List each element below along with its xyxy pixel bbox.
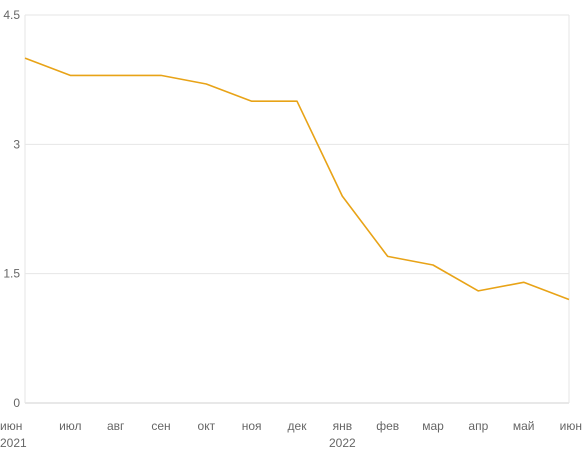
series-line [24,57,570,301]
x-tick-label: сен [151,419,170,433]
y-tick-label: 0 [13,396,20,410]
x-tick-label: июн [0,419,22,433]
x-tick-label: авг [107,419,125,433]
year-label: 2021 [0,436,27,450]
x-tick-label: май [513,419,535,433]
x-tick-label: окт [198,419,216,433]
y-tick-label: 4.5 [3,8,20,22]
label-layer: 0 1.5 3 4.5 июн июл авг сен окт ноя дек янв фев мар ап… [0,8,582,450]
x-tick-label: ноя [242,419,262,433]
x-tick-label: апр [468,419,488,433]
x-tick-label: июн [560,419,582,433]
x-tick-label: июл [59,419,81,433]
axis-layer [24,15,570,403]
x-tick-label: фев [376,419,399,433]
x-tick-label: дек [288,419,308,433]
x-tick-label: мар [422,419,444,433]
x-tick-label: янв [333,419,353,433]
grid-layer [25,14,569,404]
year-label: 2022 [329,436,356,450]
y-tick-label: 3 [13,137,20,151]
y-tick-label: 1.5 [3,267,20,281]
series-layer [24,57,570,301]
